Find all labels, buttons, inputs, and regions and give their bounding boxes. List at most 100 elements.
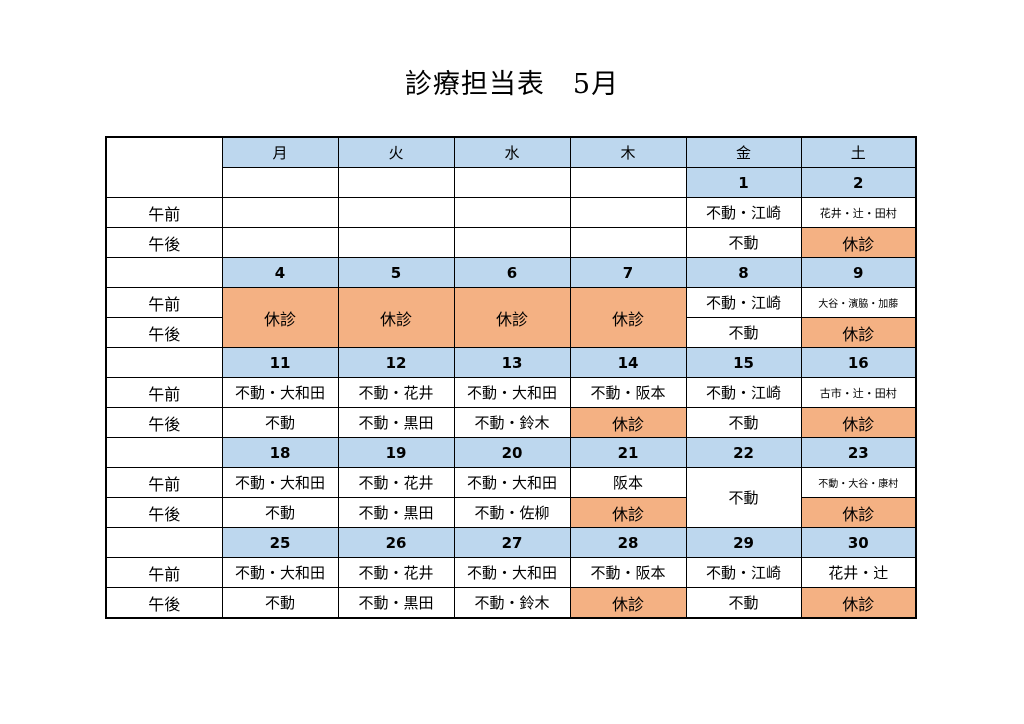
schedule-cell: 不動・大和田 [453,377,571,408]
date-cell: 22 [685,437,802,468]
date-cell: 29 [685,527,802,558]
schedule-cell-empty [569,197,687,228]
date-cell: 19 [337,437,455,468]
schedule-cell: 不動・花井 [337,557,455,588]
weekday-wed: 水 [453,136,571,168]
week1-date-row: 1 2 [106,167,917,198]
date-cell: 7 [569,257,687,288]
closed-cell: 休診 [800,317,917,348]
closed-cell: 休診 [569,407,687,438]
closed-cell: 休診 [800,407,917,438]
closed-cell: 休診 [569,497,687,528]
pm-label: 午後 [105,497,223,528]
week3-pm-row: 午後 不動 不動・黒田 不動・鈴木 休診 不動 休診 [105,407,917,438]
schedule-cell-empty [221,197,339,228]
date-cell-empty [221,167,339,198]
row-label-empty [105,437,223,468]
am-label: 午前 [105,287,223,318]
schedule-cell-empty [337,227,455,258]
date-cell: 2 [800,167,917,198]
date-cell: 18 [221,437,339,468]
schedule-cell: 不動・黒田 [337,497,455,528]
date-cell: 9 [800,257,917,288]
closed-cell: 休診 [569,587,687,619]
closed-cell: 休診 [569,287,687,348]
schedule-cell: 不動・大和田 [221,557,339,588]
schedule-table: 月 火 水 木 金 土 1 2 午前 不動・江崎 花井・辻・田村 午後 [105,136,917,619]
date-cell-empty [453,167,571,198]
date-cell: 12 [337,347,455,378]
date-cell: 5 [337,257,455,288]
date-cell: 1 [685,167,802,198]
date-cell: 30 [800,527,917,558]
date-cell: 16 [800,347,917,378]
schedule-cell: 不動・江崎 [685,287,802,318]
schedule-cell: 大谷・濱脇・加藤 [800,287,917,318]
row-label-empty [105,347,223,378]
schedule-cell: 不動 [221,587,339,619]
date-cell: 25 [221,527,339,558]
week1-am-row: 午前 不動・江崎 花井・辻・田村 [105,197,917,228]
date-cell-empty [337,167,455,198]
am-label: 午前 [105,557,223,588]
schedule-cell: 不動・鈴木 [453,587,571,619]
pm-label: 午後 [105,587,223,619]
pm-label: 午後 [105,407,223,438]
date-cell: 21 [569,437,687,468]
week2-pm-row: 午後 不動 休診 [105,317,917,348]
date-cell: 6 [453,257,571,288]
schedule-cell: 不動 [221,407,339,438]
weekday-sat: 土 [800,136,917,168]
schedule-cell: 不動・大谷・康村 [800,467,917,498]
date-cell: 15 [685,347,802,378]
weekday-tue: 火 [337,136,455,168]
week3-date-row: 11 12 13 14 15 16 [105,347,917,378]
week5-am-row: 午前 不動・大和田 不動・花井 不動・大和田 不動・阪本 不動・江崎 花井・辻 [105,557,917,588]
week4-am-row: 午前 不動・大和田 不動・花井 不動・大和田 阪本 不動 不動・大谷・康村 [105,467,917,528]
weekday-header-row: 月 火 水 木 金 土 [105,136,917,198]
schedule-cell-empty [453,227,571,258]
schedule-cell: 不動・花井 [337,467,455,498]
date-cell: 13 [453,347,571,378]
schedule-cell: 不動・大和田 [221,377,339,408]
schedule-cell: 不動 [685,227,802,258]
schedule-cell-empty [337,197,455,228]
schedule-cell: 花井・辻 [800,557,917,588]
schedule-cell: 不動・大和田 [453,467,571,498]
schedule-cell: 不動・花井 [337,377,455,408]
weekday-thu: 木 [569,136,687,168]
schedule-cell-empty [453,197,571,228]
schedule-cell: 不動 [685,467,802,528]
am-label: 午前 [105,467,223,498]
schedule-cell: 不動・黒田 [337,407,455,438]
date-cell: 4 [221,257,339,288]
week4-pm-row: 午後 不動 不動・黒田 不動・佐柳 休診 休診 [105,497,917,528]
schedule-cell: 不動・大和田 [221,467,339,498]
weekday-mon: 月 [221,136,339,168]
week2-date-row: 4 5 6 7 8 9 [105,257,917,288]
closed-cell: 休診 [453,287,571,348]
week4-date-row: 18 19 20 21 22 23 [105,437,917,468]
schedule-cell: 不動 [685,317,802,348]
page-title: 診療担当表 5月 [404,69,620,100]
schedule-cell: 不動・大和田 [453,557,571,588]
date-cell: 14 [569,347,687,378]
schedule-cell: 不動・黒田 [337,587,455,619]
schedule-cell: 不動 [685,587,802,619]
date-cell: 23 [800,437,917,468]
schedule-cell: 不動・阪本 [569,377,687,408]
schedule-cell: 不動・阪本 [569,557,687,588]
closed-cell: 休診 [337,287,455,348]
schedule-cell: 不動・江崎 [685,557,802,588]
week3-am-row: 午前 不動・大和田 不動・花井 不動・大和田 不動・阪本 不動・江崎 古市・辻・… [105,377,917,408]
row-label-empty [105,527,223,558]
schedule-cell: 不動 [221,497,339,528]
schedule-cell: 阪本 [569,467,687,498]
date-cell: 27 [453,527,571,558]
date-cell: 8 [685,257,802,288]
schedule-cell: 不動・江崎 [685,197,802,228]
corner-cell [105,136,223,198]
date-cell: 20 [453,437,571,468]
schedule-cell-empty [569,227,687,258]
pm-label: 午後 [105,227,223,258]
